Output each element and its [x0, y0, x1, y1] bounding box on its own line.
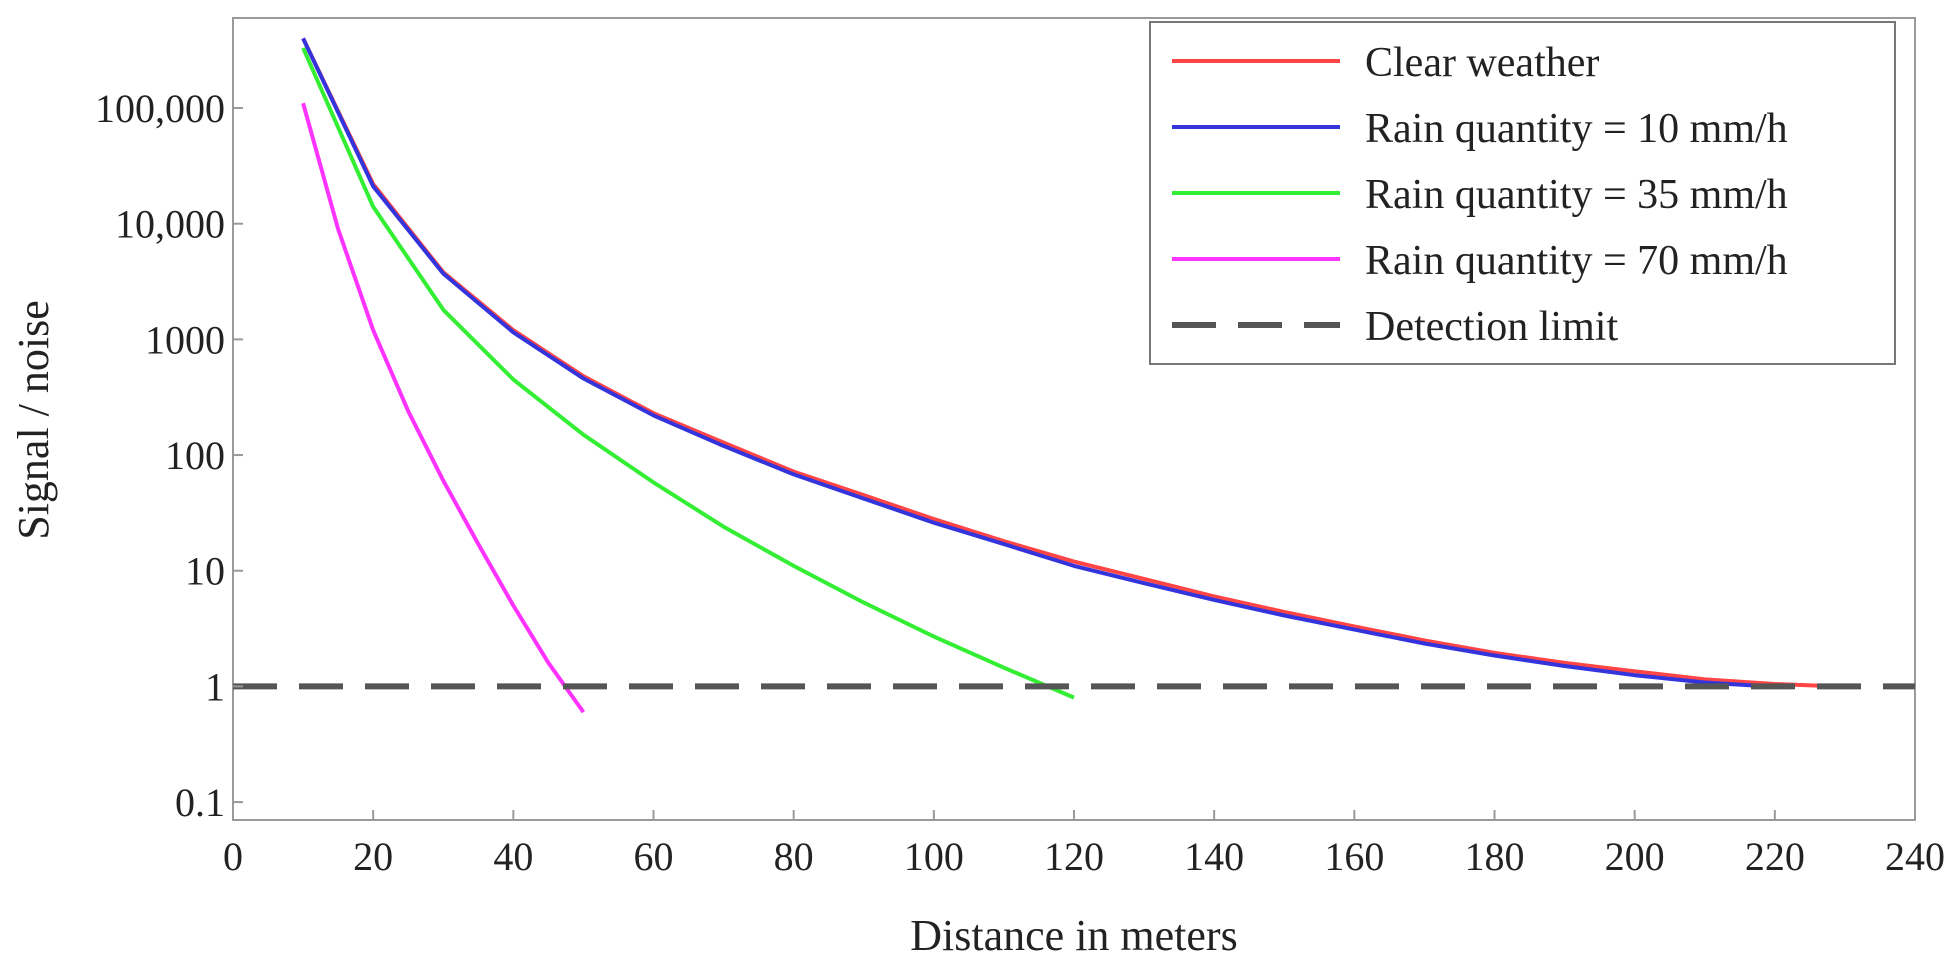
legend-label-0: Clear weather — [1365, 40, 1599, 86]
axis-layer: 0 20 40 60 80 100 120 140 160 180 200 220 240 0.1 1 10 1… — [95, 86, 1945, 879]
y-tick-label: 10,000 — [115, 202, 225, 247]
x-tick-label: 160 — [1324, 834, 1384, 879]
series-line-1 — [301, 37, 1768, 689]
y-axis-title: Signal / noise — [9, 300, 58, 540]
x-tick-label: 0 — [223, 834, 243, 879]
y-tick-label: 0.1 — [175, 780, 225, 825]
legend[interactable]: Clear weather Rain quantity = 10 mm/h Rain… — [1149, 21, 1896, 365]
legend-label-1: Rain quantity = 10 mm/h — [1365, 106, 1788, 152]
y-tick-label: 10 — [185, 549, 225, 594]
legend-label-2: Rain quantity = 35 mm/h — [1365, 172, 1788, 218]
series-line-3 — [301, 102, 586, 714]
x-tick-label: 140 — [1184, 834, 1244, 879]
x-tick-label: 180 — [1465, 834, 1525, 879]
legend-label-3: Rain quantity = 70 mm/h — [1365, 238, 1788, 284]
x-tick-label: 20 — [353, 834, 393, 879]
x-tick-label: 120 — [1044, 834, 1104, 879]
x-tick-label: 100 — [904, 834, 964, 879]
y-tick-label: 1000 — [145, 317, 225, 362]
x-tick-label: 220 — [1745, 834, 1805, 879]
y-tick-label: 100 — [165, 433, 225, 478]
series-line-2 — [301, 47, 1075, 700]
x-axis-title: Distance in meters — [910, 911, 1237, 960]
x-tick-label: 40 — [493, 834, 533, 879]
x-tick-label: 80 — [774, 834, 814, 879]
y-tick-label: 100,000 — [95, 86, 225, 131]
series-layer — [233, 37, 1915, 714]
x-tick-label: 60 — [634, 834, 674, 879]
y-tick-label: 1 — [205, 664, 225, 709]
x-tick-label: 200 — [1605, 834, 1665, 879]
legend-label-4: Detection limit — [1365, 304, 1618, 350]
x-tick-label: 240 — [1885, 834, 1945, 879]
